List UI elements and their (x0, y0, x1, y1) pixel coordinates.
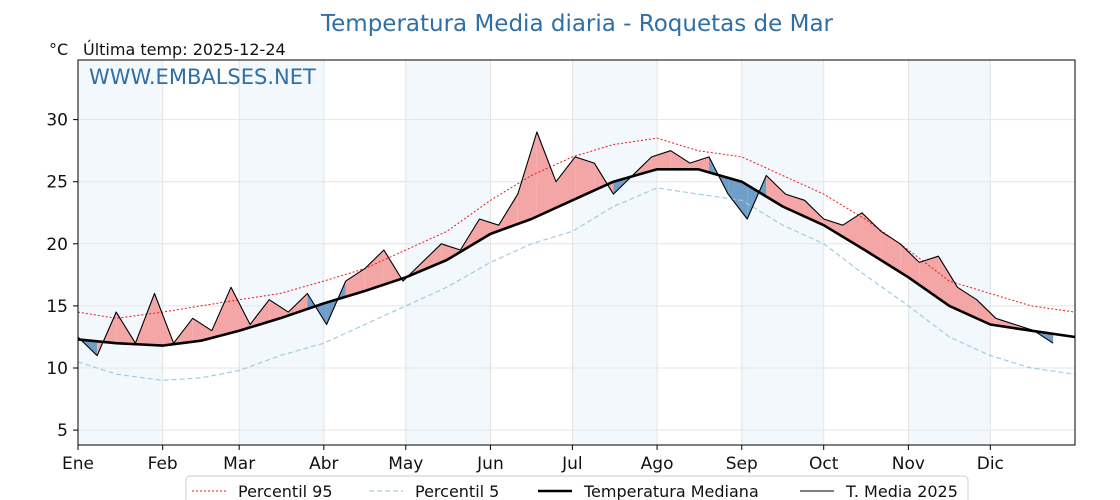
x-tick-label: Jun (476, 454, 504, 474)
y-tick-label: 10 (46, 359, 68, 379)
fill-above-median (575, 156, 595, 200)
x-tick-label: Feb (148, 454, 178, 474)
y-tick-label: 25 (46, 173, 68, 193)
x-tick-label: Oct (809, 454, 839, 474)
x-tick-label: Ago (641, 454, 674, 474)
x-tick-label: Mar (223, 454, 255, 474)
month-bands (78, 60, 991, 445)
y-tick-label: 30 (46, 111, 68, 131)
fill-above-median (479, 218, 499, 241)
x-tick-label: Ene (62, 454, 94, 474)
last-temp-label: Última temp: 2025-12-24 (83, 40, 286, 59)
series-line (77, 168, 1076, 347)
x-tick-label: Dic (977, 454, 1004, 474)
x-axis-ticks: Ene Feb Mar Abr May Jun Jul Ago Sep Oct Nov Dic (62, 445, 1004, 474)
legend-label: Temperatura Mediana (583, 482, 759, 500)
fill-above-median (517, 132, 537, 224)
fill-above-median (670, 150, 690, 170)
series-line (77, 137, 1076, 319)
y-tick-label: 5 (57, 421, 68, 441)
chart-title: Temperatura Media diaria - Roquetas de M… (320, 11, 834, 37)
y-tick-label: 15 (46, 297, 68, 317)
fill-above-median (823, 218, 843, 237)
unit-label: °C (49, 40, 68, 59)
grid-lines (77, 60, 1075, 445)
month-band (78, 60, 163, 445)
series-lines (77, 131, 1076, 381)
series-line (77, 187, 1076, 381)
fill-above-median (364, 250, 384, 291)
month-band (572, 60, 658, 445)
y-axis-ticks: 5 10 15 20 25 30 (46, 111, 78, 441)
fill-above-median (211, 287, 231, 338)
legend-label: Percentil 5 (415, 482, 499, 500)
fill-above-median (938, 256, 958, 310)
x-tick-label: Sep (726, 454, 758, 474)
x-tick-label: Nov (892, 454, 925, 474)
fill-above-median (766, 175, 786, 208)
fill-above-median (192, 318, 212, 342)
fill-above-median (976, 299, 996, 326)
fill-above-median (536, 132, 557, 217)
fill-above-median (441, 243, 461, 263)
month-band (741, 60, 824, 445)
fill-below-median (728, 177, 748, 219)
fill-above-median (804, 200, 824, 226)
y-tick-label: 20 (46, 235, 68, 255)
fill-above-median (498, 194, 518, 231)
month-band (908, 60, 991, 445)
series-line (77, 131, 1054, 357)
fill-above-median (785, 194, 805, 217)
month-band (239, 60, 324, 445)
legend-label: Percentil 95 (238, 482, 333, 500)
fill-above-median (556, 156, 576, 208)
x-tick-label: Jul (561, 454, 583, 474)
legend: Percentil 95 Percentil 5 Temperatura Media… (185, 475, 969, 500)
fill-above-median (230, 287, 251, 333)
legend-box (185, 475, 969, 500)
fill-above-median (345, 268, 365, 297)
x-tick-label: May (388, 454, 423, 474)
x-tick-label: Abr (309, 454, 338, 474)
legend-label: T. Media 2025 (845, 482, 958, 500)
fill-above-median (861, 212, 882, 261)
plot-frame (77, 59, 1076, 446)
watermark: WWW.EMBALSES.NET (89, 65, 316, 89)
